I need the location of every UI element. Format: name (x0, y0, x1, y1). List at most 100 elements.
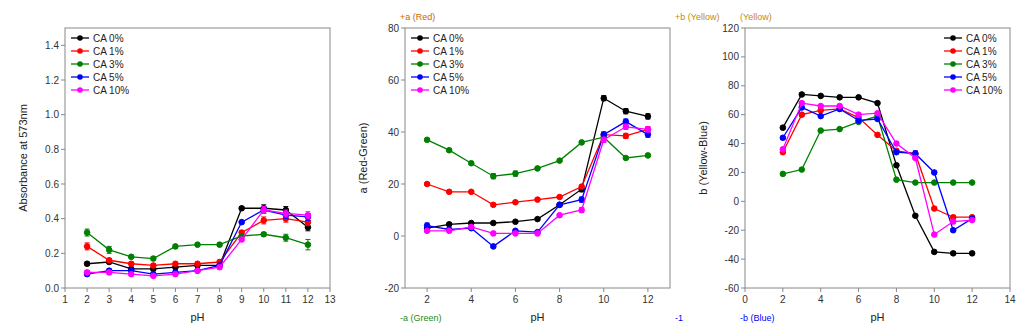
annotation: -1 (675, 313, 683, 323)
y-tick-label: 0 (393, 231, 399, 242)
error-bar (283, 234, 288, 241)
x-tick (219, 288, 220, 292)
series (424, 134, 650, 179)
legend-marker (77, 61, 83, 67)
marker (645, 127, 651, 133)
legend: CA 0%CA 1%CA 3%CA 5%CA 10% (411, 33, 469, 96)
marker (468, 189, 474, 195)
error-bar (645, 132, 650, 137)
marker (875, 132, 881, 138)
marker (818, 113, 824, 119)
error-bar (645, 127, 650, 132)
marker (513, 171, 519, 177)
marker (283, 235, 289, 241)
x-tick (175, 288, 176, 292)
series (424, 95, 650, 231)
marker (601, 137, 607, 143)
marker (535, 231, 541, 237)
error-bar (623, 133, 628, 138)
x-tick (471, 288, 472, 292)
marker (780, 171, 786, 177)
y-tick-label: 0 (733, 196, 739, 207)
panel: 123456789101112130.00.20.40.60.81.01.21.… (17, 28, 336, 323)
legend-marker (77, 87, 83, 93)
y-tick (61, 80, 65, 81)
marker (818, 103, 824, 109)
error-cap (305, 249, 310, 250)
x-tick-label: 6 (513, 294, 519, 305)
marker (106, 247, 112, 253)
series-line (87, 219, 308, 266)
x-tick (1010, 288, 1011, 292)
series (84, 229, 310, 261)
x-tick (109, 288, 110, 292)
marker (283, 211, 289, 217)
y-tick (61, 184, 65, 185)
marker (491, 220, 497, 226)
marker (491, 231, 497, 237)
error-bar (107, 246, 112, 253)
marker (969, 180, 975, 186)
annotation: +a (Red) (400, 12, 435, 22)
x-axis-label: pH (530, 311, 544, 323)
error-bar (425, 223, 430, 228)
x-tick (65, 288, 66, 292)
legend-marker (417, 61, 423, 67)
x-tick-label: 6 (173, 294, 179, 305)
error-bar (579, 197, 584, 202)
series (780, 106, 975, 220)
x-tick-label: 2 (780, 294, 786, 305)
marker (151, 263, 157, 269)
legend-label: CA 5% (93, 72, 124, 83)
marker (894, 162, 900, 168)
y-tick-label: 1.4 (45, 40, 59, 51)
y-tick-label: 20 (388, 179, 400, 190)
marker (557, 212, 563, 218)
series-line (783, 116, 972, 182)
marker (818, 128, 824, 134)
series-line (87, 210, 308, 274)
marker (84, 230, 90, 236)
marker (513, 231, 519, 237)
legend-label: CA 3% (966, 59, 997, 70)
y-tick (401, 132, 405, 133)
y-tick-label: 100 (722, 51, 739, 62)
x-tick-label: 5 (151, 294, 157, 305)
y-axis-label: b (Yellow-Blue) (697, 121, 709, 195)
y-tick-label: 60 (388, 75, 400, 86)
x-tick-label: 8 (894, 294, 900, 305)
marker (780, 125, 786, 131)
x-tick (241, 288, 242, 292)
y-axis-label: a (Red-Green) (357, 123, 369, 194)
legend-marker (950, 35, 956, 41)
marker (239, 205, 245, 211)
marker (799, 167, 805, 173)
marker (645, 114, 651, 120)
y-tick (61, 114, 65, 115)
legend-label: CA 1% (966, 46, 997, 57)
x-tick-label: 8 (217, 294, 223, 305)
y-tick (741, 288, 745, 289)
y-tick-label: 1.2 (45, 75, 59, 86)
legend-marker (77, 35, 83, 41)
legend-label: CA 0% (93, 33, 124, 44)
error-bar (623, 109, 628, 114)
x-tick (263, 288, 264, 292)
series (780, 113, 975, 185)
x-tick (285, 288, 286, 292)
x-tick (87, 288, 88, 292)
x-tick-label: 10 (598, 294, 610, 305)
legend-marker (417, 74, 423, 80)
y-tick (401, 80, 405, 81)
marker (535, 166, 541, 172)
series-line (87, 233, 308, 259)
marker (239, 219, 245, 225)
x-tick-label: 12 (302, 294, 314, 305)
legend-label: CA 0% (966, 33, 997, 44)
legend-label: CA 10% (93, 85, 129, 96)
series (84, 207, 310, 279)
plot-frame (65, 28, 330, 288)
marker (579, 184, 585, 190)
x-tick (427, 288, 428, 292)
x-tick (896, 288, 897, 292)
